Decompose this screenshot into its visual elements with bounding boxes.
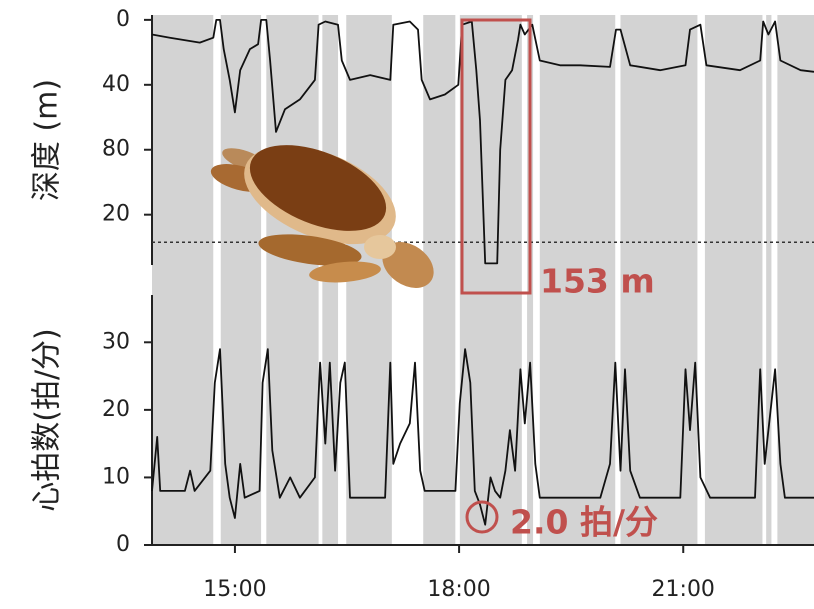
shaded-span [705,15,763,545]
x-tick-label: 21:00 [652,577,715,602]
y-axis-title: 心拍数(拍/分) [30,328,65,512]
shaded-span [460,15,522,545]
y-tick-label: 0 [116,532,130,557]
y-tick-label: 40 [102,72,130,97]
annotation: 153 m [540,262,655,301]
y-tick-label: 20 [102,397,130,422]
shaded-span [766,15,771,545]
annotation: 2.0 拍/分 [510,503,658,542]
chart: 0 40 80 20 0 10 20 30 15:00 18:00 21:00 153 m 2.0 … [0,0,814,609]
y-tick-label: 0 [116,7,130,32]
x-tick-label: 15:00 [203,577,266,602]
page: {"chart_data": [ {"type": "line", "ylabe… [0,0,814,609]
y-tick-label: 80 [102,137,130,162]
y-tick-label: 30 [102,329,130,354]
y-tick-label: 20 [102,202,130,227]
y-axis-title: 深度 (m) [30,79,65,201]
shading [152,15,814,545]
shaded-span [152,15,213,545]
y-tick-label: 10 [102,464,130,489]
x-tick-label: 18:00 [427,577,490,602]
shaded-span [777,15,814,545]
